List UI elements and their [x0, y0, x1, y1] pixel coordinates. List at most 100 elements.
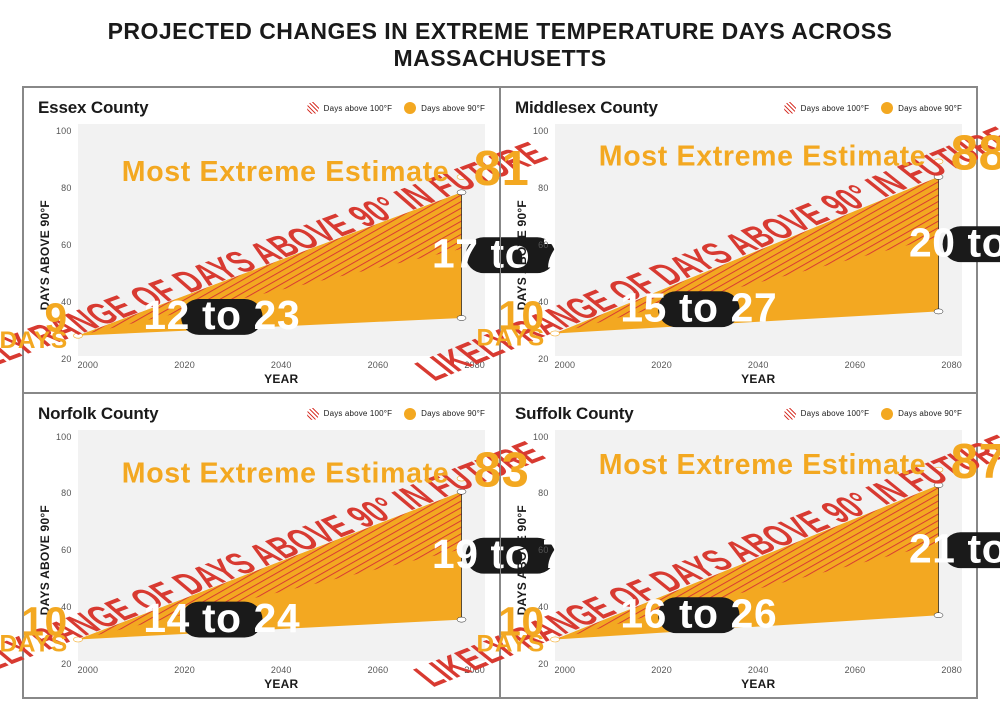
hatch-swatch-icon [784, 408, 796, 420]
legend-item-100f: Days above 100°F [784, 102, 869, 114]
extreme-label: Most Extreme Estimate [121, 156, 449, 188]
legend-item-90f: Days above 90°F [404, 102, 485, 114]
solid-swatch-icon [881, 102, 893, 114]
end-range-pill: 21 to 80 [908, 525, 1000, 571]
extreme-label: Most Extreme Estimate [598, 448, 926, 480]
legend: Days above 100°F Days above 90°F [784, 408, 962, 420]
x-axis-ticks: 2000 2020 2040 2060 2080 [555, 356, 963, 372]
extreme-label: Most Extreme Estimate [121, 457, 449, 489]
y-tick: 60 [56, 240, 72, 250]
x-tick: 2040 [748, 665, 769, 675]
page-title: PROJECTED CHANGES IN EXTREME TEMPERATURE… [22, 18, 978, 72]
chart-grid: Essex County Days above 100°F Days above… [22, 86, 978, 699]
x-tick: 2020 [651, 360, 672, 370]
x-tick: 2060 [845, 665, 866, 675]
extreme-value: 87 [950, 434, 1000, 488]
x-tick: 2020 [174, 360, 195, 370]
y-tick: 100 [56, 432, 72, 442]
legend-item-90f: Days above 90°F [881, 102, 962, 114]
x-tick: 2060 [845, 360, 866, 370]
solid-swatch-icon [404, 102, 416, 114]
plot: LIKELY RANGE OF DAYS ABOVE 90° IN FUTURE… [555, 124, 963, 356]
legend-item-90f: Days above 90°F [404, 408, 485, 420]
x-axis-label: YEAR [555, 677, 963, 691]
chart-area: DAYS ABOVE 90°F 10080604020 [515, 430, 962, 692]
solid-swatch-icon [881, 408, 893, 420]
legend-item-100f: Days above 100°F [784, 408, 869, 420]
y-tick: 80 [533, 183, 549, 193]
mid-range-pill: 12 to 23 [143, 292, 300, 338]
solid-swatch-icon [404, 408, 416, 420]
legend-label: Days above 100°F [324, 104, 392, 113]
chart-cell: Suffolk County Days above 100°F Days abo… [500, 393, 977, 699]
y-tick: 80 [56, 183, 72, 193]
legend-label: Days above 90°F [421, 409, 485, 418]
legend-label: Days above 100°F [324, 409, 392, 418]
chart-cell: Middlesex County Days above 100°F Days a… [500, 87, 977, 393]
county-name: Essex County [38, 98, 148, 118]
x-tick: 2080 [941, 360, 962, 370]
legend-label: Days above 100°F [801, 104, 869, 113]
cell-header: Norfolk County Days above 100°F Days abo… [38, 404, 485, 424]
hatch-swatch-icon [784, 102, 796, 114]
x-axis-ticks: 20002020204020602080 [555, 661, 963, 677]
y-tick: 100 [533, 432, 549, 442]
cell-header: Suffolk County Days above 100°F Days abo… [515, 404, 962, 424]
legend-label: Days above 90°F [421, 104, 485, 113]
mid-range-pill: 14 to 24 [143, 594, 300, 640]
mid-range-pill: 15 to 27 [620, 284, 777, 330]
y-tick: 20 [533, 354, 549, 364]
x-axis-label: YEAR [555, 372, 963, 386]
x-tick: 2020 [174, 665, 195, 675]
x-tick: 2080 [941, 665, 962, 675]
county-name: Middlesex County [515, 98, 658, 118]
x-tick: 2000 [555, 665, 576, 675]
y-tick: 60 [533, 240, 549, 250]
y-tick: 80 [533, 488, 549, 498]
chart-area: DAYS ABOVE 90°F 10080604020 [515, 124, 962, 386]
x-tick: 2000 [78, 665, 99, 675]
start-unit: DAYS [476, 325, 544, 352]
y-tick: 60 [56, 545, 72, 555]
legend: Days above 100°F Days above 90°F [784, 102, 962, 114]
y-tick: 80 [56, 488, 72, 498]
x-tick: 2040 [271, 665, 292, 675]
legend-item-90f: Days above 90°F [881, 408, 962, 420]
x-tick: 2040 [271, 360, 292, 370]
y-tick: 20 [533, 659, 549, 669]
plot: LIKELY RANGE OF DAYS ABOVE 90° IN FUTURE… [555, 430, 963, 662]
plot: LIKELY RANGE OF DAYS ABOVE 90° IN FUTURE… [78, 430, 486, 662]
start-unit: DAYS [0, 630, 67, 657]
y-tick: 100 [56, 126, 72, 136]
x-tick: 2060 [368, 665, 389, 675]
y-tick: 20 [56, 659, 72, 669]
page: PROJECTED CHANGES IN EXTREME TEMPERATURE… [0, 0, 1000, 707]
x-tick: 2040 [748, 360, 769, 370]
y-axis-label: DAYS ABOVE 90°F [38, 200, 52, 310]
county-name: Norfolk County [38, 404, 158, 424]
chart-cell: Essex County Days above 100°F Days above… [23, 87, 500, 393]
legend: Days above 100°F Days above 90°F [307, 102, 485, 114]
legend-label: Days above 90°F [898, 409, 962, 418]
y-tick: 20 [56, 354, 72, 364]
chart-cell: Norfolk County Days above 100°F Days abo… [23, 393, 500, 699]
mid-range-pill: 16 to 26 [620, 590, 777, 636]
county-name: Suffolk County [515, 404, 634, 424]
hatch-swatch-icon [307, 102, 319, 114]
y-tick: 60 [533, 545, 549, 555]
extreme-value: 88 [950, 127, 1000, 181]
legend-label: Days above 90°F [898, 104, 962, 113]
chart-area: DAYS ABOVE 90°F 10080604020 [38, 430, 485, 692]
y-tick: 100 [533, 126, 549, 136]
cell-header: Essex County Days above 100°F Days above… [38, 98, 485, 118]
end-range-pill: 20 to 81 [908, 219, 1000, 265]
chart-area: DAYS ABOVE 90°F 10080604020 [38, 124, 485, 386]
start-unit: DAYS [0, 327, 67, 354]
x-tick: 2000 [555, 360, 576, 370]
hatch-swatch-icon [307, 408, 319, 420]
legend-item-100f: Days above 100°F [307, 408, 392, 420]
legend-label: Days above 100°F [801, 409, 869, 418]
legend: Days above 100°F Days above 90°F [307, 408, 485, 420]
extreme-label: Most Extreme Estimate [598, 141, 926, 173]
legend-item-100f: Days above 100°F [307, 102, 392, 114]
